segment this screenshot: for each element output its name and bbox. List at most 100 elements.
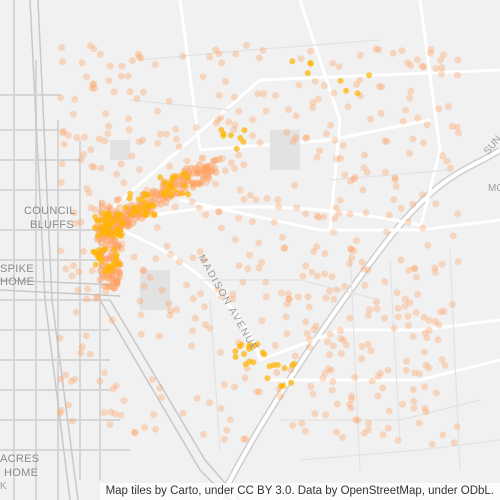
heat-point xyxy=(139,136,147,144)
heat-point xyxy=(129,57,136,64)
heat-point xyxy=(185,191,192,198)
heat-point xyxy=(313,212,321,220)
heat-point xyxy=(68,272,76,280)
heat-point xyxy=(78,343,86,351)
heat-point xyxy=(259,349,266,356)
heat-point xyxy=(226,416,234,424)
heat-point xyxy=(107,408,115,416)
heat-point xyxy=(83,295,91,303)
heat-point xyxy=(193,394,201,402)
heat-point xyxy=(455,129,462,137)
heat-point xyxy=(314,272,321,280)
heat-point xyxy=(333,286,341,294)
heat-point xyxy=(112,256,119,263)
heat-point xyxy=(120,179,128,187)
heat-point xyxy=(365,419,373,427)
heat-point xyxy=(188,342,196,350)
heat-point xyxy=(362,209,370,217)
heat-point xyxy=(115,269,123,277)
heat-point xyxy=(102,288,110,296)
heat-point xyxy=(344,103,352,111)
heat-point xyxy=(304,70,311,77)
heat-point xyxy=(321,270,329,278)
heat-point xyxy=(106,62,114,70)
heat-point xyxy=(79,247,87,255)
heat-point xyxy=(56,334,64,342)
heat-point xyxy=(292,134,300,142)
heat-point xyxy=(94,232,101,239)
heat-point xyxy=(438,64,446,72)
heat-point xyxy=(381,137,389,145)
heat-point xyxy=(93,295,101,303)
heat-point xyxy=(130,429,138,437)
heat-point xyxy=(97,164,105,172)
heat-point xyxy=(107,253,114,261)
heat-point xyxy=(407,62,415,69)
heat-point xyxy=(214,286,222,293)
heat-point xyxy=(242,361,249,368)
heat-point xyxy=(96,50,104,58)
heat-point xyxy=(315,214,323,221)
heat-point xyxy=(239,278,247,286)
heat-point xyxy=(71,375,79,383)
map-attribution[interactable]: Map tiles by Carto, under CC BY 3.0. Dat… xyxy=(99,483,500,500)
heat-point xyxy=(348,392,356,400)
heat-point xyxy=(305,303,313,311)
heat-point xyxy=(323,130,331,138)
heat-point xyxy=(111,410,119,418)
heat-point xyxy=(299,272,307,280)
heat-point xyxy=(382,228,390,236)
heat-point xyxy=(172,125,180,133)
heat-point xyxy=(192,124,200,131)
heat-point xyxy=(215,208,223,216)
heat-point xyxy=(346,210,354,218)
heat-point xyxy=(364,311,372,319)
heat-point xyxy=(350,175,358,183)
heat-point xyxy=(314,95,322,103)
heat-point xyxy=(59,129,67,137)
heat-point xyxy=(98,223,105,230)
heat-point xyxy=(109,385,117,393)
heat-point xyxy=(166,311,174,319)
heat-point xyxy=(111,246,118,253)
heat-point xyxy=(214,116,222,124)
heat-point xyxy=(335,209,343,217)
heat-point xyxy=(217,114,224,122)
heat-point xyxy=(163,242,171,250)
heat-point xyxy=(179,190,186,197)
heat-point xyxy=(135,138,143,146)
heat-point xyxy=(264,375,271,382)
heat-point xyxy=(280,245,288,252)
heat-point xyxy=(170,174,177,181)
heat-point xyxy=(302,134,310,142)
heat-point xyxy=(229,290,237,298)
heat-point xyxy=(255,264,263,272)
heat-point xyxy=(64,401,72,409)
heat-point xyxy=(259,46,267,54)
heat-point xyxy=(368,377,376,385)
heat-point xyxy=(276,393,284,401)
heat-point xyxy=(375,46,383,54)
heat-point xyxy=(309,104,317,112)
heat-point xyxy=(339,433,346,441)
heat-point xyxy=(116,260,123,267)
heat-point xyxy=(372,45,380,53)
heat-point xyxy=(311,77,319,85)
heat-point xyxy=(162,199,170,206)
heat-point xyxy=(98,199,106,207)
heat-point xyxy=(217,404,225,412)
heat-point xyxy=(93,293,101,301)
heat-point xyxy=(104,219,110,226)
heat-point xyxy=(64,131,72,139)
heat-point xyxy=(141,424,148,432)
heat-point xyxy=(111,237,119,244)
heat-point xyxy=(238,341,245,348)
heat-point xyxy=(377,369,384,377)
heat-point xyxy=(320,213,328,221)
heat-point xyxy=(184,174,191,181)
label-home-west: HOME xyxy=(0,276,35,288)
heat-point xyxy=(78,59,86,67)
heat-point xyxy=(150,203,157,209)
heat-point xyxy=(86,350,94,358)
